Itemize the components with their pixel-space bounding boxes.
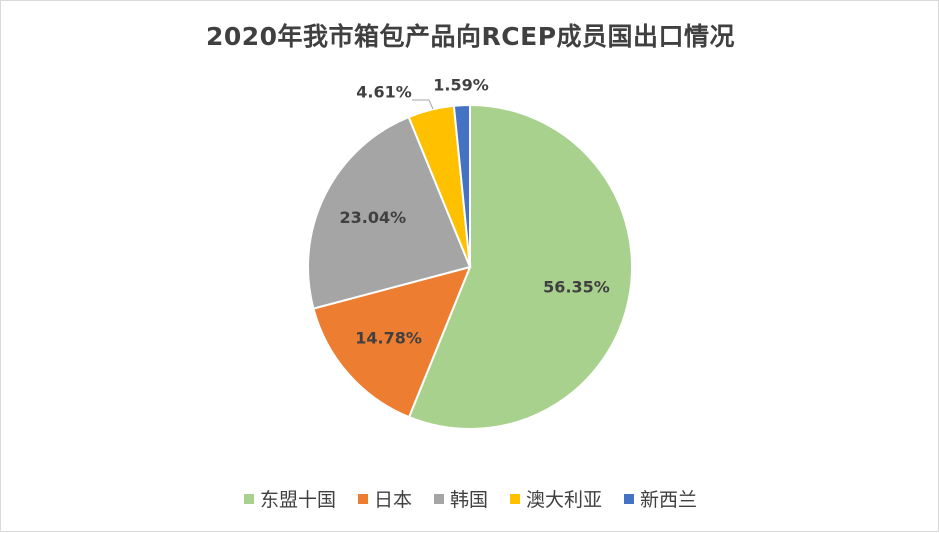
legend-swatch-australia	[510, 493, 520, 504]
data-label-new-zealand: 1.59%	[433, 76, 489, 95]
legend-item-new-zealand: 新西兰	[624, 485, 697, 512]
legend-label-new-zealand: 新西兰	[640, 489, 698, 511]
pie-slice-asean	[407, 103, 634, 430]
legend-label-japan: 日本	[373, 489, 412, 511]
chart-legend: 东盟十国 日本 韩国 澳大利亚 新西兰	[1, 485, 939, 512]
legend-item-asean: 东盟十国	[243, 485, 336, 512]
legend-swatch-new-zealand	[624, 493, 635, 504]
legend-label-korea: 韩国	[449, 489, 488, 511]
legend-item-japan: 日本	[357, 485, 412, 512]
legend-label-australia: 澳大利亚	[526, 489, 603, 511]
legend-swatch-korea	[433, 493, 444, 504]
legend-item-korea: 韩国	[433, 485, 488, 512]
data-label-australia: 4.61%	[356, 83, 412, 102]
legend-swatch-japan	[357, 493, 368, 504]
data-label-korea: 23.04%	[339, 208, 406, 227]
pie-slice-japan	[312, 265, 472, 419]
data-label-japan: 14.78%	[355, 328, 422, 347]
legend-label-asean: 东盟十国	[259, 489, 336, 511]
chart-title: 2020年我市箱包产品向RCEP成员国出口情况	[205, 22, 736, 51]
data-label-asean: 56.35%	[543, 277, 610, 296]
legend-swatch-asean	[243, 493, 254, 504]
pie-slice-korea	[307, 115, 472, 310]
pie-slice-new-zealand	[452, 103, 471, 268]
legend-item-australia: 澳大利亚	[510, 485, 602, 512]
leader-line-australia	[412, 99, 434, 110]
